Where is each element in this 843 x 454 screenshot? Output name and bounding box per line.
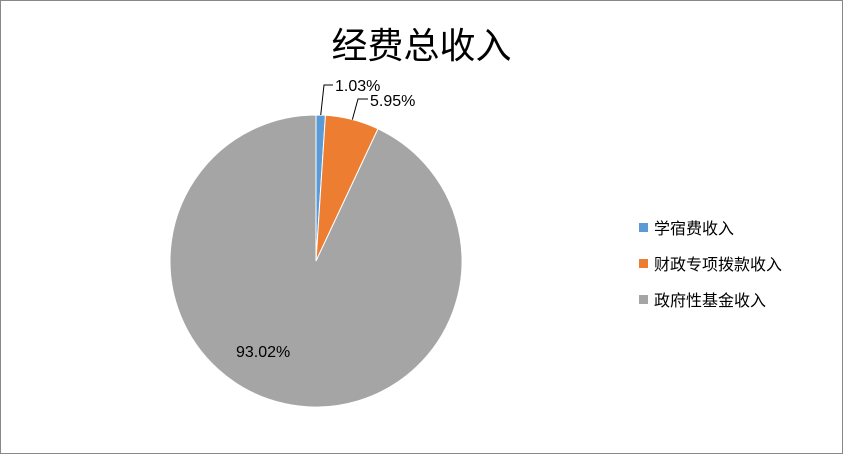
legend-swatch — [639, 294, 648, 304]
legend-label: 政府性基金收入 — [654, 291, 767, 310]
legend-item: 财政专项拨款收入 — [639, 245, 782, 281]
legend-label: 学宿费收入 — [654, 219, 735, 238]
data-label: 5.95% — [370, 93, 415, 110]
legend-item: 政府性基金收入 — [639, 281, 782, 317]
legend-swatch — [639, 258, 648, 268]
data-label: 1.03% — [335, 78, 380, 95]
legend: 学宿费收入 财政专项拨款收入 政府性基金收入 — [639, 209, 782, 317]
leader-line — [320, 84, 333, 116]
legend-label: 财政专项拨款收入 — [654, 255, 783, 274]
leader-line — [351, 98, 368, 120]
data-label: 93.02% — [236, 344, 290, 361]
legend-swatch — [639, 222, 648, 232]
legend-item: 学宿费收入 — [639, 209, 782, 245]
chart-title: 经费总收入 — [331, 26, 512, 67]
pie-slice — [169, 114, 463, 408]
